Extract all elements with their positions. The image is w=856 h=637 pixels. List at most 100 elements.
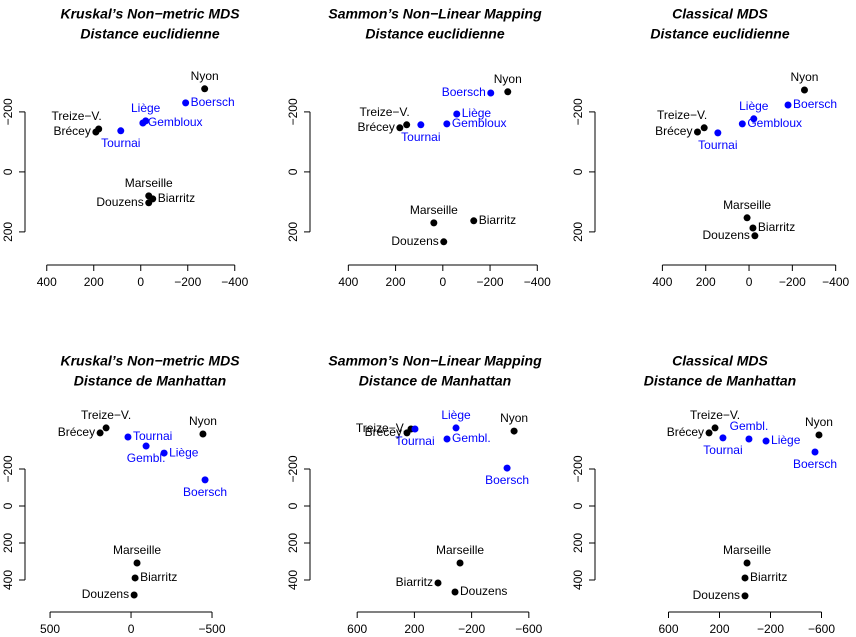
point-label: Marseille <box>723 543 771 557</box>
x-tick-label: 0 <box>746 275 753 289</box>
y-tick-label: −200 <box>571 98 585 125</box>
point <box>182 99 190 107</box>
point <box>741 592 749 600</box>
y-tick-label: 0 <box>286 502 300 509</box>
x-tick-label: −400 <box>822 275 849 289</box>
x-tick-label: 200 <box>404 622 424 636</box>
point-label: Brécey <box>365 425 402 439</box>
point <box>470 217 478 225</box>
point <box>92 128 100 136</box>
point-label: Treize−V. <box>657 108 707 122</box>
point-label: Brécey <box>357 120 394 134</box>
point-label: Douzens <box>96 195 143 209</box>
y-tick-label: −200 <box>1 455 15 482</box>
x-tick-label: −400 <box>524 275 551 289</box>
point <box>443 435 451 443</box>
point <box>403 429 411 437</box>
point-label: Gembloux <box>452 116 507 130</box>
chart-title: Classical MDS <box>672 6 768 22</box>
point-label: Douzens <box>703 228 750 242</box>
point <box>456 559 464 567</box>
y-tick-label: 0 <box>571 502 585 509</box>
x-tick-label: 0 <box>128 622 135 636</box>
point-label: Boersch <box>485 473 529 487</box>
y-tick-label: 200 <box>571 222 585 242</box>
point-label: Brécey <box>655 124 692 138</box>
point <box>741 574 749 582</box>
y-tick-label: 400 <box>1 570 15 590</box>
point-label: Treize−V. <box>360 105 410 119</box>
point <box>142 442 150 450</box>
x-tick-label: −600 <box>808 622 835 636</box>
point-label: Gembloux <box>148 115 203 129</box>
y-tick-label: −200 <box>1 98 15 125</box>
point-label: Tournai <box>101 136 140 150</box>
chart-title: Kruskal’s Non−metric MDS <box>60 6 240 22</box>
point <box>443 120 451 128</box>
y-tick-label: 400 <box>571 570 585 590</box>
point-label: Marseille <box>436 543 484 557</box>
point-label: Treize−V. <box>690 408 740 422</box>
x-tick-label: 600 <box>658 622 678 636</box>
point <box>160 449 168 457</box>
point-label: Douzens <box>391 234 438 248</box>
point <box>503 464 511 472</box>
point-label: Treize−V. <box>81 408 131 422</box>
point <box>133 559 141 567</box>
point <box>434 579 442 587</box>
point-label: Nyon <box>805 415 833 429</box>
point-label: Treize−V. <box>52 109 102 123</box>
chart-subtitle: Distance de Manhattan <box>74 373 226 389</box>
x-tick-label: 400 <box>338 275 358 289</box>
chart-title: Sammon’s Non−Linear Mapping <box>328 353 542 369</box>
x-tick-label: 0 <box>439 275 446 289</box>
point <box>693 128 701 136</box>
point <box>396 124 404 132</box>
y-tick-label: 0 <box>286 168 300 175</box>
y-tick-label: −200 <box>571 455 585 482</box>
point-label: Boersch <box>442 85 486 99</box>
point <box>102 424 110 432</box>
y-tick-label: 200 <box>286 533 300 553</box>
point <box>711 424 719 432</box>
point <box>124 433 132 441</box>
x-tick-label: −200 <box>174 275 201 289</box>
x-tick-label: −200 <box>757 622 784 636</box>
point-label: Nyon <box>191 69 219 83</box>
point <box>714 129 722 137</box>
point <box>745 435 753 443</box>
point <box>762 437 770 445</box>
point-label: Douzens <box>82 587 129 601</box>
y-tick-label: 200 <box>1 533 15 553</box>
point-label: Tournai <box>395 434 434 448</box>
point <box>411 425 419 433</box>
x-tick-label: 0 <box>137 275 144 289</box>
point-label: Liège <box>739 99 769 113</box>
chart-subtitle: Distance euclidienne <box>365 26 504 42</box>
point-label: Biarritz <box>758 220 795 234</box>
point <box>700 124 708 132</box>
x-tick-label: −200 <box>458 622 485 636</box>
point <box>452 424 460 432</box>
y-tick-label: 0 <box>1 502 15 509</box>
point-label: Liège <box>131 101 161 115</box>
point <box>743 214 751 222</box>
point <box>811 448 819 456</box>
point <box>403 121 411 129</box>
point <box>453 110 461 118</box>
point-label: Marseille <box>113 543 161 557</box>
x-tick-label: 400 <box>652 275 672 289</box>
point-label: Biarritz <box>158 191 195 205</box>
point-label: Biarritz <box>396 575 433 589</box>
point <box>451 588 459 596</box>
point <box>784 101 792 109</box>
point <box>417 121 425 129</box>
point-label: Douzens <box>460 584 507 598</box>
y-tick-label: −200 <box>286 455 300 482</box>
point-label: Brécey <box>667 425 704 439</box>
chart-subtitle: Distance euclidienne <box>650 26 789 42</box>
x-tick-label: 200 <box>709 622 729 636</box>
point-label: Biarritz <box>140 570 177 584</box>
x-tick-label: 200 <box>84 275 104 289</box>
